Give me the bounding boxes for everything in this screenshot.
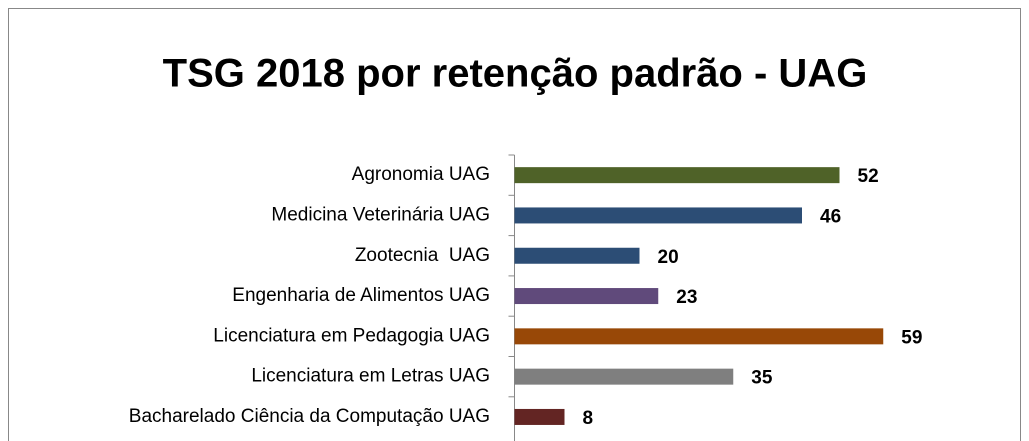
bar [514,167,840,184]
category-label: Agronomia UAG [352,164,490,185]
value-label: 35 [751,368,773,389]
chart-title: TSG 2018 por retenção padrão - UAG [163,52,868,96]
value-label: 59 [901,327,922,348]
value-label: 52 [858,166,879,187]
bar [514,328,884,345]
bar [514,207,802,224]
category-label: Medicina Veterinária UAG [271,204,490,225]
value-label: 23 [676,287,697,308]
bar [514,408,565,425]
value-label: 46 [820,206,841,227]
bar [514,368,734,385]
category-label: Zootecnia UAG [355,245,490,266]
bar [514,288,659,305]
value-label: 20 [658,247,679,268]
bar [514,247,640,264]
value-label: 8 [583,408,594,429]
category-label: Licenciatura em Pedagogia UAG [213,325,490,346]
category-label: Engenharia de Alimentos UAG [232,285,490,306]
category-label: Licenciatura em Letras UAG [251,366,490,387]
category-label: Bacharelado Ciência da Computação UAG [129,406,490,427]
